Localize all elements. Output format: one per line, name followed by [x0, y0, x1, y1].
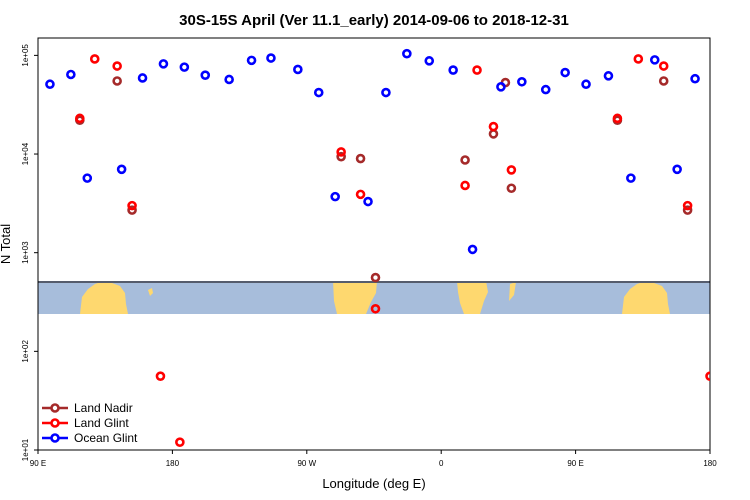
ocean-glint-point	[381, 87, 391, 98]
land-glint-point	[155, 371, 166, 381]
x-tick-label: 180	[703, 459, 717, 468]
land-nadir-point	[112, 76, 122, 86]
land-glint-point	[112, 61, 122, 71]
land-nadir-point	[355, 153, 366, 164]
ocean-glint-point	[224, 74, 234, 85]
land-glint-point	[658, 61, 669, 71]
ocean-glint-point	[581, 79, 591, 90]
map-land-new-zealand	[148, 288, 153, 296]
y-tick-label: 1e+04	[21, 142, 30, 165]
x-tick-label: 0	[439, 459, 444, 468]
land-glint-point	[355, 189, 366, 200]
y-tick-label: 1e+01	[21, 438, 30, 461]
ocean-glint-point	[402, 48, 412, 59]
ocean-glint-point	[45, 79, 55, 90]
land-glint-point	[705, 371, 710, 381]
ocean-glint-point	[293, 64, 303, 75]
map-land-south-america	[333, 281, 377, 314]
ocean-glint-point	[649, 55, 660, 65]
map-land-australia	[80, 281, 128, 314]
ocean-glint-point	[603, 71, 614, 81]
x-tick-label: 90 E	[567, 459, 583, 468]
land-glint-legend-label: Land Glint	[74, 416, 129, 430]
ocean-glint-point	[246, 55, 257, 66]
ocean-glint-point	[517, 76, 527, 87]
land-nadir-legend-marker	[50, 403, 60, 413]
ocean-glint-point	[363, 196, 373, 207]
x-axis-title: Longitude (deg E)	[322, 476, 425, 491]
ocean-glint-point	[690, 73, 700, 84]
land-glint-point	[75, 113, 85, 124]
ocean-glint-point	[496, 82, 506, 92]
land-glint-point	[612, 113, 623, 124]
land-nadir-point	[682, 205, 693, 215]
ocean-glint-point	[179, 62, 190, 72]
land-glint-point	[460, 180, 470, 191]
ocean-glint-point	[467, 244, 478, 255]
ocean-glint-point	[448, 65, 458, 75]
land-glint-point	[472, 65, 482, 75]
land-nadir-point	[336, 151, 346, 162]
land-nadir-point	[370, 272, 381, 283]
data-points	[45, 48, 719, 447]
ocean-glint-point	[672, 164, 682, 175]
ocean-glint-point	[66, 69, 76, 80]
land-nadir-point	[460, 155, 470, 165]
y-tick-label: 1e+05	[21, 44, 30, 67]
map-land-madagascar	[509, 282, 516, 301]
land-glint-point	[127, 200, 137, 211]
land-glint-legend-marker	[50, 418, 60, 428]
ocean-glint-point	[116, 164, 127, 175]
map-land-australia-repeat	[622, 281, 670, 314]
chart-title: 30S-15S April (Ver 11.1_early) 2014-09-0…	[179, 12, 569, 29]
land-glint-point	[336, 147, 346, 157]
land-glint-point	[488, 121, 499, 132]
land-glint-point	[633, 54, 644, 64]
ocean-glint-point	[560, 67, 570, 78]
x-tick-label: 90 E	[30, 459, 46, 468]
x-axis: 90 E 180 90 W 0 90 E 180	[30, 450, 717, 468]
ocean-glint-point	[158, 59, 169, 69]
ocean-glint-legend-marker	[50, 433, 60, 443]
x-tick-label: 180	[166, 459, 180, 468]
ocean-glint-point	[200, 70, 211, 80]
ocean-glint-point	[313, 87, 324, 98]
land-glint-point	[682, 200, 693, 211]
ocean-glint-point	[266, 53, 276, 63]
x-tick-label: 90 W	[297, 459, 316, 468]
ocean-glint-point	[626, 173, 636, 183]
land-nadir-point	[127, 205, 137, 215]
ocean-glint-point	[712, 60, 719, 67]
map-land-africa	[457, 281, 488, 314]
land-glint-point	[89, 54, 100, 64]
ocean-glint-point	[82, 173, 93, 183]
land-glint-point	[175, 437, 185, 447]
land-glint-point	[506, 165, 517, 175]
y-axis-title: N Total	[0, 224, 13, 264]
ocean-glint-point	[137, 73, 148, 83]
land-nadir-legend-label: Land Nadir	[74, 401, 133, 415]
ocean-glint-point	[330, 191, 340, 202]
land-glint-point	[370, 303, 381, 314]
ocean-glint-point	[540, 84, 551, 95]
land-nadir-point	[506, 183, 517, 194]
y-tick-label: 1e+03	[21, 241, 30, 264]
ocean-glint-legend-label: Ocean Glint	[74, 431, 138, 445]
land-nadir-point	[488, 129, 499, 139]
ocean-glint-point	[424, 56, 435, 66]
y-tick-label: 1e+02	[21, 340, 30, 363]
y-axis: 1e+01 1e+02 1e+03 1e+04 1e+05	[21, 44, 38, 461]
land-nadir-point	[658, 76, 669, 86]
map-strip	[38, 281, 710, 314]
plot-area-frame	[37, 37, 711, 451]
